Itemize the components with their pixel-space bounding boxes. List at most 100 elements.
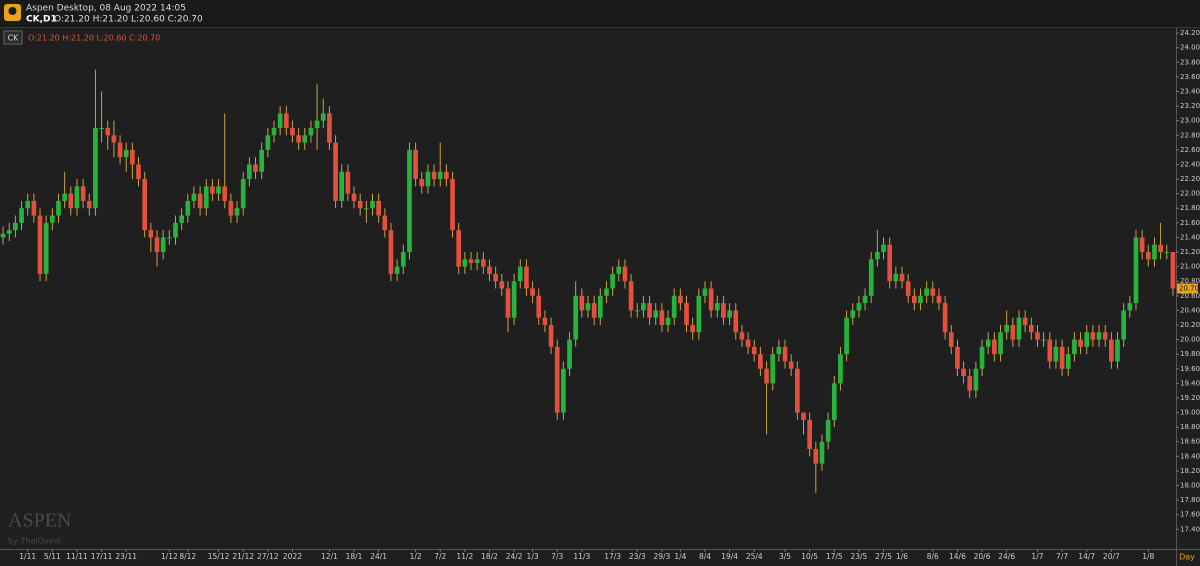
candle-body xyxy=(573,295,579,340)
candle-body xyxy=(1139,237,1145,253)
candle-body xyxy=(25,200,31,209)
candle-body xyxy=(807,419,812,450)
x-tick-label: 7/3 xyxy=(551,552,563,561)
last-price-label: 20.70 xyxy=(1179,285,1199,293)
candle-body xyxy=(942,303,948,333)
y-tick-label: 22.60 xyxy=(1180,146,1200,154)
candle-body xyxy=(19,208,24,223)
candle-body xyxy=(862,295,868,304)
candle-body xyxy=(721,303,726,318)
x-tick-label: 27/5 xyxy=(875,552,892,561)
candle-body xyxy=(597,295,603,318)
candle-body xyxy=(973,368,979,391)
candle-body xyxy=(210,186,215,194)
candle-body xyxy=(487,266,492,274)
candle-body xyxy=(1133,237,1139,304)
candle-body xyxy=(222,186,228,201)
candle-body xyxy=(228,200,234,216)
candle-body xyxy=(708,288,714,311)
candle-body xyxy=(764,368,769,384)
candle-body xyxy=(431,171,437,180)
x-tick-label: 20/6 xyxy=(974,552,991,561)
candle-body xyxy=(456,230,462,267)
candle-body xyxy=(813,449,819,464)
y-tick-label: 18.20 xyxy=(1180,467,1200,475)
candle-body xyxy=(117,142,123,158)
x-tick-label: 1/7 xyxy=(1031,552,1043,561)
x-tick-label: 10/5 xyxy=(801,552,818,561)
candle-body xyxy=(1084,332,1090,347)
x-tick-label: 1/8 xyxy=(1142,552,1154,561)
candle-body xyxy=(13,222,18,231)
x-tick-label: 17/5 xyxy=(826,552,843,561)
candle-body xyxy=(653,310,659,318)
y-tick-label: 21.80 xyxy=(1180,204,1200,212)
candle-body xyxy=(561,368,566,413)
candle-body xyxy=(616,266,622,274)
x-tick-label: 1/6 xyxy=(896,552,908,561)
candle-body xyxy=(283,113,289,128)
candle-body xyxy=(739,332,745,340)
window-title: Aspen Desktop, 08 Aug 2022 14:05 xyxy=(26,4,186,14)
x-tick-label: 24/6 xyxy=(998,552,1015,561)
candle-body xyxy=(585,303,591,311)
x-tick-label: 27/12 xyxy=(257,552,279,561)
candle-body xyxy=(930,288,936,296)
candle-body xyxy=(0,233,6,238)
candle-body xyxy=(801,412,806,420)
candle-body xyxy=(690,324,696,333)
ohlc-summary: O:21.20 H:21.20 L:20.60 C:20.70 xyxy=(54,15,203,25)
x-tick-label: 21/12 xyxy=(232,552,254,561)
candle-body xyxy=(702,288,708,296)
x-tick-label: 8/4 xyxy=(699,552,711,561)
candle-body xyxy=(240,179,246,209)
candle-body xyxy=(819,441,825,464)
candle-body xyxy=(591,303,597,318)
y-tick-label: 20.00 xyxy=(1180,336,1200,344)
candle-body xyxy=(191,193,197,201)
y-tick-label: 20.80 xyxy=(1180,277,1200,285)
candle-body xyxy=(1053,346,1059,362)
candle-body xyxy=(1041,339,1046,341)
candle-body xyxy=(62,193,67,201)
legend-box[interactable] xyxy=(3,30,23,45)
candle-body xyxy=(505,288,511,318)
candle-body xyxy=(684,303,689,325)
candle-body xyxy=(364,208,369,210)
candle-body xyxy=(770,354,776,384)
x-tick-label: 14/7 xyxy=(1078,552,1095,561)
y-tick-label: 22.80 xyxy=(1180,131,1200,139)
candle-body xyxy=(517,266,523,282)
candle-body xyxy=(758,354,763,369)
candle-body xyxy=(671,295,677,318)
candle-body xyxy=(493,273,498,282)
candle-body xyxy=(80,186,86,201)
x-tick-label: 7/7 xyxy=(1056,552,1068,561)
timeframe[interactable]: Day xyxy=(1179,553,1195,562)
candle-body xyxy=(831,383,837,420)
x-tick-label: 18/2 xyxy=(481,552,498,561)
y-tick-label: 18.80 xyxy=(1180,423,1200,431)
y-tick-label: 19.00 xyxy=(1180,409,1200,417)
legend-symbol: CK xyxy=(8,34,20,43)
candle-body xyxy=(327,113,332,143)
x-tick-label: 14/6 xyxy=(949,552,966,561)
x-tick-label: 24/2 xyxy=(506,552,523,561)
candle-body xyxy=(727,310,732,318)
candle-body xyxy=(444,171,449,180)
x-tick-label: 23/5 xyxy=(850,552,867,561)
candle-body xyxy=(782,346,788,362)
candle-body xyxy=(795,368,800,413)
candle-body xyxy=(130,149,135,165)
candle-body xyxy=(425,171,431,187)
candle-body xyxy=(967,376,973,391)
y-tick-label: 20.20 xyxy=(1180,321,1200,329)
candle-body xyxy=(203,186,209,209)
watermark-brand: ASPEN xyxy=(8,510,71,532)
x-tick-label: 8/6 xyxy=(927,552,939,561)
candle-body xyxy=(961,368,966,377)
candle-body xyxy=(290,127,295,136)
x-tick-label: 1/12 xyxy=(161,552,178,561)
candle-body xyxy=(1115,339,1120,362)
candle-body xyxy=(745,339,751,347)
